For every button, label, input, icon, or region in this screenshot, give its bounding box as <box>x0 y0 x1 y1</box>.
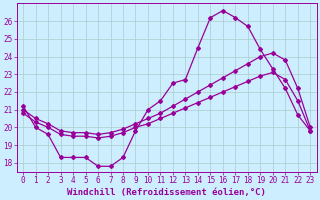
X-axis label: Windchill (Refroidissement éolien,°C): Windchill (Refroidissement éolien,°C) <box>67 188 266 197</box>
